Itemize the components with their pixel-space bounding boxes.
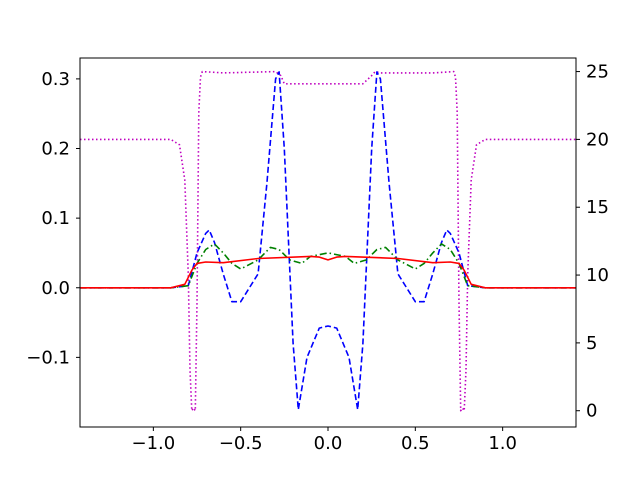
y-right-tick-label: 25 (586, 62, 609, 83)
x-tick-label: −0.5 (219, 433, 263, 454)
y-right-tick-label: 10 (586, 265, 609, 286)
series-line-1 (80, 70, 576, 412)
y-left-tick-label: 0.0 (41, 278, 70, 299)
series-line-4 (80, 255, 576, 289)
y-right-tick-label: 5 (586, 333, 597, 354)
y-right-tick-label: 20 (586, 129, 609, 150)
plot-frame (79, 57, 577, 428)
y-left-tick-label: −0.1 (26, 347, 70, 368)
axes-frame (79, 57, 577, 428)
y-right-tick-label: 0 (586, 401, 597, 422)
series-line-3 (80, 243, 576, 289)
x-tick-label: 1.0 (488, 433, 517, 454)
tick-layer: −1.0 −0.5 0.0 0.5 1.0 −0.1 0.0 0.1 0.2 0.3 0 5 10 15 2… (26, 62, 609, 454)
x-tick-label: 0.0 (314, 433, 343, 454)
y-left-tick-label: 0.3 (41, 69, 70, 90)
series-line-2 (80, 71, 576, 411)
y-left-tick-label: 0.2 (41, 139, 70, 160)
x-tick-label: 0.5 (401, 433, 430, 454)
x-tick-label: −1.0 (131, 433, 175, 454)
series-layer (80, 70, 576, 412)
y-right-tick-label: 15 (586, 197, 609, 218)
y-left-tick-label: 0.1 (41, 208, 70, 229)
